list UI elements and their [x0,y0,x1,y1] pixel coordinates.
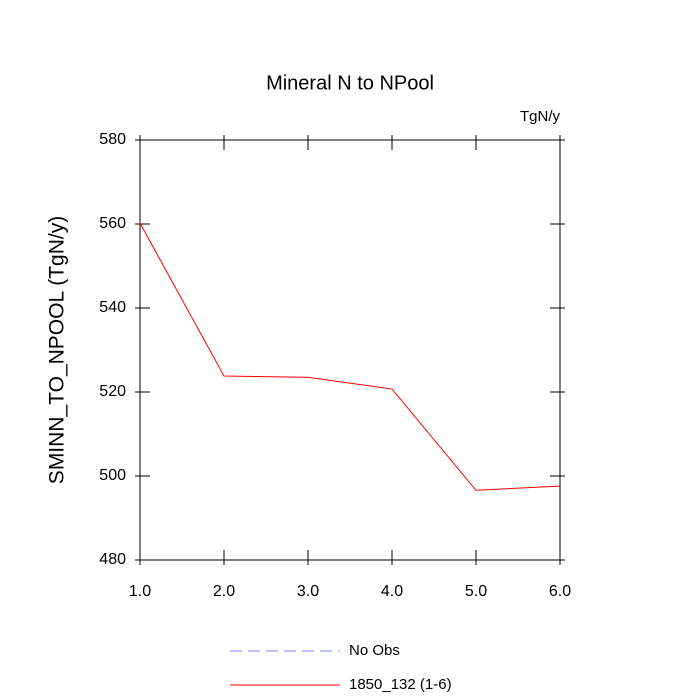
x-tick-label: 2.0 [213,583,235,600]
x-tick-label: 3.0 [297,583,319,600]
legend-label: No Obs [349,642,400,659]
y-tick-label: 580 [99,131,126,148]
plot-frame [139,139,561,561]
y-tick-label: 500 [99,467,126,484]
x-tick-label: 4.0 [381,583,403,600]
x-tick-label: 6.0 [549,583,571,600]
x-tick-label: 1.0 [129,583,151,600]
y-tick-label: 480 [99,551,126,568]
data-line [139,222,561,491]
x-tick-label: 5.0 [465,583,487,600]
y-tick-label: 560 [99,215,126,232]
legend-label: 1850_132 (1-6) [349,676,452,693]
units-label: TgN/y [520,108,561,125]
y-tick-label: 540 [99,299,126,316]
y-axis-label: SMINN_TO_NPOOL (TgN/y) [46,216,69,484]
chart-title: Mineral N to NPool [266,72,434,94]
y-tick-label: 520 [99,383,126,400]
